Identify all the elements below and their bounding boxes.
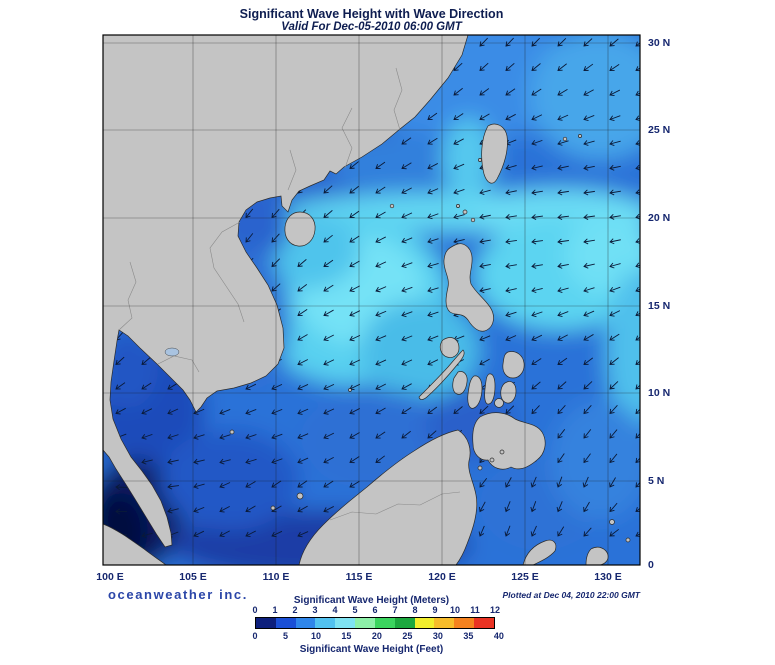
- lat-tick-label: 10 N: [648, 387, 671, 399]
- feet-tick-label: 10: [310, 631, 321, 641]
- lon-tick-label: 110 E: [262, 571, 290, 583]
- lat-tick-label: 0: [648, 559, 654, 571]
- field-taiwan-strait: [442, 118, 494, 198]
- colorbar-segment: [434, 618, 455, 628]
- colorbar-segment: [414, 618, 435, 628]
- land-negros: [467, 375, 483, 409]
- meters-tick-label: 1: [272, 605, 278, 615]
- land-bohol: [494, 398, 504, 408]
- colorbar-segment: [374, 618, 395, 628]
- meters-tick-label: 4: [332, 605, 338, 615]
- land-taiwan: [481, 123, 508, 184]
- colorbar-segment: [474, 618, 494, 628]
- feet-tick-label: 35: [463, 631, 474, 641]
- meters-tick-label: 10: [449, 605, 461, 615]
- lat-tick-label: 5 N: [648, 475, 665, 487]
- meters-tick-label: 6: [372, 605, 378, 615]
- legend-meters-title: Significant Wave Height (Meters): [293, 595, 450, 606]
- land-mindoro: [439, 337, 460, 358]
- meters-tick-label: 3: [312, 605, 318, 615]
- lon-tick-label: 100 E: [96, 571, 124, 583]
- meters-tick-label: 12: [489, 605, 501, 615]
- land-leyte: [500, 381, 517, 404]
- land-sumatra: [102, 523, 167, 566]
- field-top-right: [530, 35, 640, 160]
- meters-tick-label: 8: [412, 605, 418, 615]
- land-panay: [452, 371, 468, 395]
- map-frame: [102, 34, 641, 566]
- lat-tick-label: 15 N: [648, 300, 671, 312]
- colorbar-segment: [355, 618, 375, 628]
- feet-tick-label: 15: [341, 631, 352, 641]
- land-sulawesi: [522, 539, 557, 566]
- lon-tick-label: 125 E: [511, 571, 539, 583]
- feet-tick-label: 20: [371, 631, 382, 641]
- feet-tick-label: 40: [493, 631, 504, 641]
- meters-tick-label: 0: [252, 605, 258, 615]
- oceanweather-logo: oceanweather inc.: [108, 587, 248, 602]
- land-luzon: [443, 243, 494, 332]
- meters-tick-label: 2: [292, 605, 298, 615]
- land-samar: [502, 351, 525, 379]
- grid-lines: [103, 35, 640, 565]
- land-palawan: [418, 349, 465, 400]
- colorbar-segment: [275, 618, 296, 628]
- plotted-at-label: Plotted at Dec 04, 2010 22:00 GMT: [502, 590, 640, 600]
- lon-tick-label: 120 E: [428, 571, 456, 583]
- colorbar-segment: [295, 618, 316, 628]
- meters-tick-label: 9: [432, 605, 438, 615]
- chart-title: Significant Wave Height with Wave Direct…: [239, 7, 504, 21]
- meters-tick-label: 7: [392, 605, 398, 615]
- land-hainan: [284, 211, 316, 247]
- colorbar-segment: [256, 618, 276, 628]
- land-mainland-asia: [102, 34, 469, 548]
- feet-tick-label: 30: [432, 631, 443, 641]
- legend-feet-title: Significant Wave Height (Feet): [299, 644, 444, 655]
- feet-tick-label: 25: [402, 631, 413, 641]
- lake-tonle-sap: [164, 347, 180, 357]
- colorbar-segment: [394, 618, 415, 628]
- feet-tick-label: 0: [252, 631, 258, 641]
- meters-tick-label: 11: [470, 605, 480, 615]
- feet-tick-label: 5: [282, 631, 288, 641]
- colorbar-segment: [315, 618, 336, 628]
- colorbar-segment: [454, 618, 475, 628]
- land-cebu: [484, 373, 496, 405]
- lon-tick-label: 105 E: [179, 571, 207, 583]
- colorbar-segment: [335, 618, 356, 628]
- small-islands: [229, 134, 631, 543]
- lon-tick-label: 115 E: [345, 571, 373, 583]
- land-island-se-corner: [585, 546, 609, 566]
- chart-subtitle: Valid For Dec-05-2010 06:00 GMT: [281, 21, 462, 33]
- meters-tick-label: 5: [352, 605, 358, 615]
- landmasses: [102, 34, 631, 566]
- lat-tick-label: 25 N: [648, 124, 671, 136]
- lat-tick-label: 30 N: [648, 37, 671, 49]
- lon-tick-label: 130 E: [594, 571, 622, 583]
- lat-tick-label: 20 N: [648, 212, 671, 224]
- wave-height-colorbar: [255, 617, 495, 629]
